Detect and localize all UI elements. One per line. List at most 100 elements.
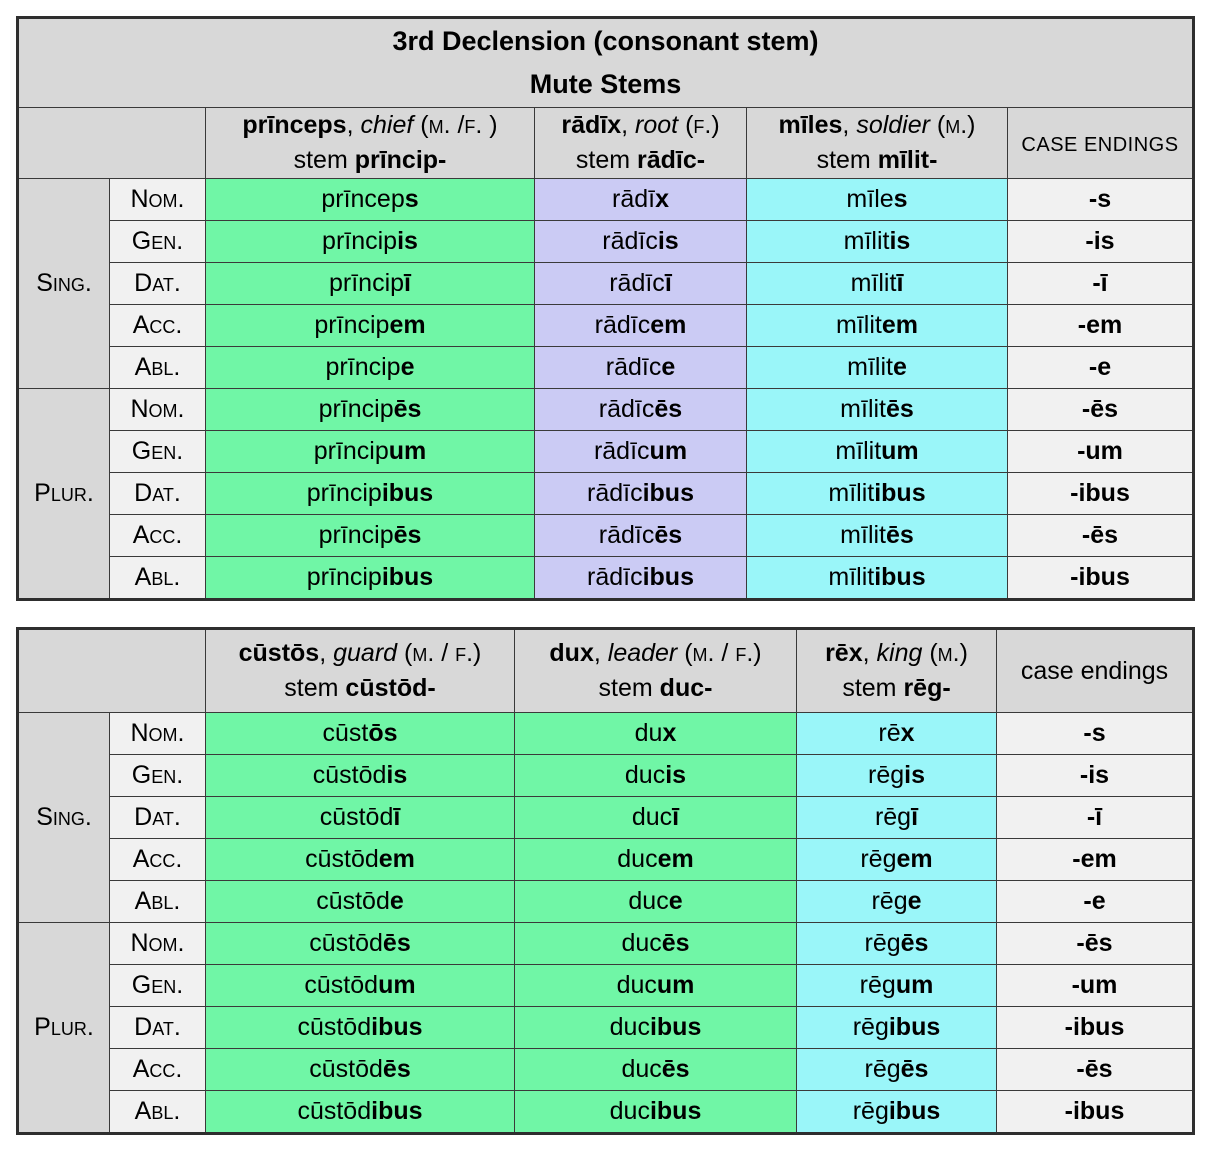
case-label: Acc. (132, 1055, 183, 1083)
stem-label: stem (284, 674, 346, 702)
declined-word-cell: rēx (796, 712, 997, 755)
case-label-cell: Nom. (109, 178, 206, 221)
declined-word-cell: rādīcis (534, 220, 747, 263)
word-stem: rēg (860, 845, 897, 873)
word-ending: ēs (393, 521, 422, 549)
case-label: Nom. (130, 929, 185, 957)
declined-word-cell: rēgēs (796, 1048, 997, 1091)
word-ending: ēs (654, 521, 683, 549)
stem-label: stem (816, 146, 878, 174)
word-stem: cūstōd (297, 1097, 372, 1125)
case-label-cell: Nom. (109, 388, 206, 431)
headword: dux (549, 639, 594, 667)
case-label-cell: Abl. (109, 346, 206, 389)
declined-word-cell: rādīcum (534, 430, 747, 473)
declined-word-cell: mīlitēs (746, 388, 1008, 431)
headword: rādīx (561, 111, 622, 139)
word-stem: prīncip (322, 227, 398, 255)
headword: prīnceps (242, 111, 347, 139)
table-row: Dat. cūstōdī ducī rēgī -ī (18, 796, 1194, 839)
stem: cūstōd- (345, 674, 436, 702)
gloss: chief (360, 111, 414, 139)
table-row: Plur. Nom. prīncipēs rādīcēs mīlitēs -ēs (17, 388, 1194, 600)
word-ending: ī (404, 269, 411, 297)
word-ending: um (378, 971, 416, 999)
separator: , (593, 639, 608, 667)
declined-word-cell: ducis (514, 754, 797, 797)
word-stem: cūstōd (316, 887, 390, 915)
word-stem: prīncip (325, 353, 401, 381)
word-column-header: dux, leader (m. / f.) stem duc- (514, 628, 797, 713)
declined-word-cell: rēgibus (796, 1006, 997, 1049)
declined-word-cell: rēge (796, 880, 997, 923)
word-ending: ēs (654, 395, 683, 423)
gender-label: (m. / f.) (404, 639, 482, 667)
case-label-cell: Gen. (109, 754, 206, 797)
word-ending: is (665, 761, 687, 789)
word-ending: ibus (381, 479, 434, 507)
word-ending: ēs (900, 929, 929, 957)
stem-line: stem rādīc- (536, 143, 746, 178)
stem-line: stem duc- (516, 671, 796, 706)
word-ending: x (662, 719, 677, 747)
word-ending: ēs (393, 395, 422, 423)
corner-cell (17, 107, 206, 179)
declined-word-cell: rādīcēs (534, 388, 747, 431)
word-stem: rēg (874, 803, 912, 831)
word-stem: rēg (859, 971, 896, 999)
table-row: Dat. prīncipibus rādīcibus mīlitibus -ibus (18, 472, 1194, 515)
separator: , (621, 111, 636, 139)
case-label: Acc. (132, 521, 183, 549)
latin-declension-page: { "colors": { "header_bg": "#d8d8d8", "l… (16, 16, 1195, 1135)
case-ending: -is (1085, 227, 1115, 255)
case-ending-cell: -ēs (996, 922, 1194, 965)
declined-word-cell: cūstōdēs (205, 922, 515, 965)
word-ending: is (889, 227, 911, 255)
word-ending: x (900, 719, 915, 747)
stem-line: stem cūstōd- (207, 671, 514, 706)
case-label-cell: Gen. (109, 430, 206, 473)
case-label-cell: Gen. (109, 220, 206, 263)
word-ending: em (657, 845, 694, 873)
declined-word-cell: ducēs (514, 922, 797, 965)
word-ending: ibus (874, 479, 926, 507)
number-group-cell-sing: Sing. (17, 712, 110, 923)
declined-word-cell: rēgēs (796, 922, 997, 965)
number-group-label: Plur. (34, 1013, 94, 1041)
case-ending: -ēs (1081, 395, 1119, 423)
stem-label: stem (575, 146, 638, 174)
word-stem: rādīc (587, 479, 643, 507)
declined-word-cell: mīlitēs (746, 514, 1008, 557)
word-ending: s (404, 185, 419, 213)
case-ending: -ibus (1070, 479, 1130, 507)
gloss: leader (607, 639, 678, 667)
case-label-cell: Abl. (109, 556, 206, 600)
table-row: Acc. cūstōdēs ducēs rēgēs -ēs (18, 1048, 1194, 1091)
word-ending: is (397, 227, 418, 255)
word-stem: rādīc (594, 311, 651, 339)
case-label: Gen. (131, 761, 184, 789)
case-label-cell: Acc. (109, 838, 206, 881)
word-stem: rādīc (609, 269, 665, 297)
separator (930, 111, 937, 139)
table-body: cūstōs, guard (m. / f.) stem cūstōd-dux, … (17, 628, 1194, 1134)
stem-label: stem (598, 674, 660, 702)
gender-label: (m.) (929, 639, 968, 667)
word-stem: mīlit (843, 227, 890, 255)
word-ending: um (881, 437, 919, 465)
declined-word-cell: mīlitum (746, 430, 1008, 473)
stem: rēg- (903, 674, 951, 702)
word-stem: cūst (322, 719, 369, 747)
case-label: Nom. (130, 185, 185, 213)
word-ending: ī (896, 269, 904, 297)
word-ending: e (661, 353, 676, 381)
word-column-header: mīles, soldier (m.) stem mīlit- (746, 107, 1008, 179)
declined-word-cell: rādīcī (534, 262, 747, 305)
case-ending-cell: -um (1007, 430, 1194, 473)
declined-word-cell: ducem (514, 838, 797, 881)
case-label: Gen. (131, 227, 184, 255)
case-ending: -um (1077, 437, 1123, 465)
word-stem: rē (878, 719, 901, 747)
word-ending: ibus (371, 1097, 423, 1125)
case-label-cell: Dat. (109, 262, 206, 305)
